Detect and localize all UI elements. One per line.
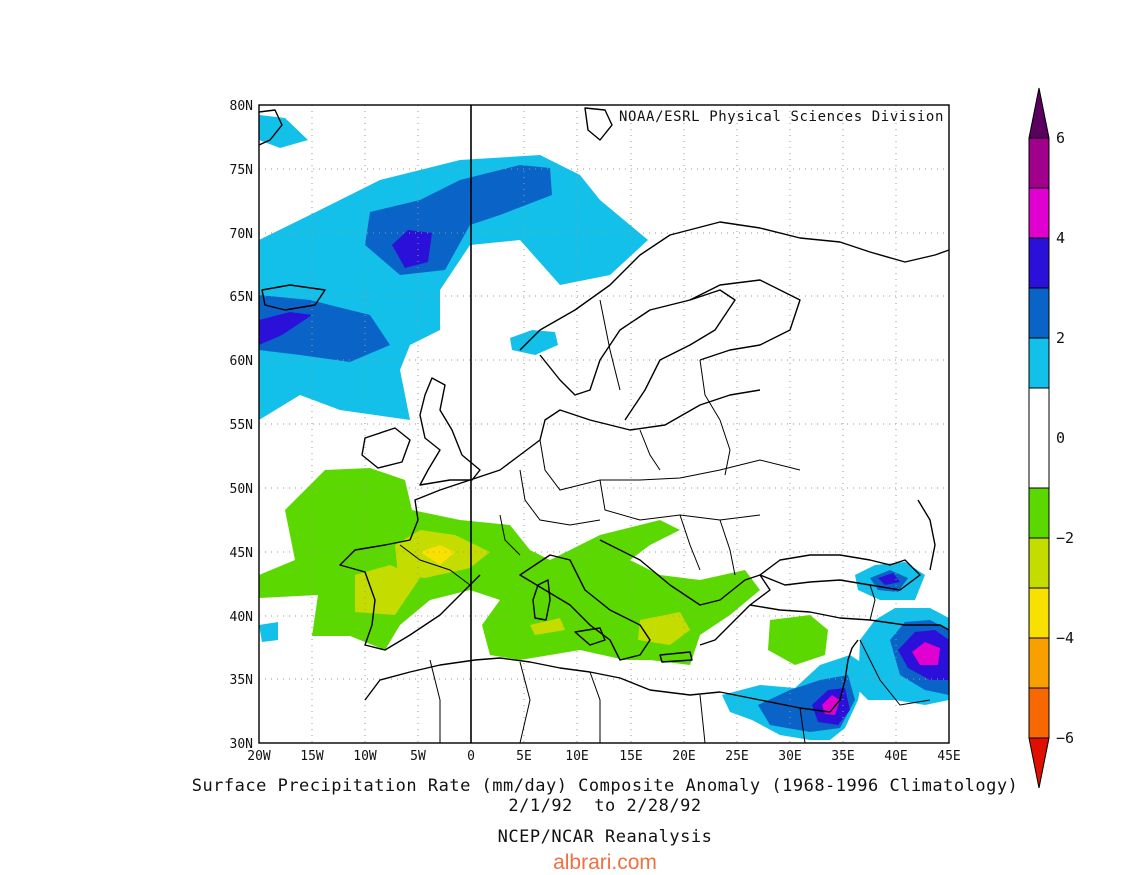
lon-tick-label: 15E — [619, 749, 642, 764]
colorbar-level — [1028, 537, 1050, 589]
colorbar-level — [1028, 137, 1050, 189]
negative-anomaly-anatolia — [768, 615, 828, 665]
coast-italy — [519, 554, 651, 661]
lon-tick-label: 10E — [565, 749, 588, 764]
date-range: 2/1/92 to 2/28/92 — [508, 796, 702, 816]
moderate-deficit-aegean — [638, 612, 690, 645]
lat-tick-label: 70N — [230, 227, 253, 242]
colorbar-levels — [1028, 137, 1050, 739]
lon-tick-label: 15W — [300, 749, 324, 764]
coast-caspian — [917, 499, 936, 571]
coast-scandinavia — [519, 221, 950, 351]
coast-north-africa — [364, 657, 831, 713]
colorbar: 6 4 2 0 −2 −4 −6 — [1028, 87, 1074, 789]
lon-tick-label: 40E — [884, 749, 907, 764]
colorbar-label: 4 — [1056, 229, 1065, 247]
lon-tick-label: 25E — [725, 749, 748, 764]
peak-anomaly-norwegian-sea — [392, 230, 432, 268]
colorbar-level — [1028, 237, 1050, 289]
lon-tick-label: 20E — [672, 749, 695, 764]
colorbar-bottom-cap — [1028, 737, 1050, 789]
coastlines — [258, 107, 950, 713]
lon-tick-label: 20W — [247, 749, 271, 764]
lon-tick-labels: 20W 15W 10W 5W 0 5E 10E 15E 20E 25E 30E … — [247, 749, 960, 764]
colorbar-label: −4 — [1056, 629, 1074, 647]
colorbar-level — [1028, 187, 1050, 239]
lon-tick-label: 45E — [937, 749, 960, 764]
colorbar-level — [1028, 687, 1050, 739]
positive-anomaly-small-atlantic — [259, 622, 278, 642]
coast-great-britain — [419, 377, 481, 486]
colorbar-label: −2 — [1056, 529, 1074, 547]
grid-lines — [259, 105, 949, 743]
lat-tick-label: 60N — [230, 354, 253, 369]
colorbar-label: 6 — [1056, 129, 1065, 147]
colorbar-level — [1028, 287, 1050, 339]
severe-deficit-france — [420, 545, 455, 565]
lat-tick-label: 50N — [230, 482, 253, 497]
coast-crete — [659, 651, 693, 663]
strong-anomaly-iceland — [259, 295, 390, 362]
figure-title: Surface Precipitation Rate (mm/day) Comp… — [191, 776, 1019, 796]
data-source: NCEP/NCAR Reanalysis — [497, 827, 713, 847]
lat-tick-label: 45N — [230, 546, 253, 561]
colorbar-label: −6 — [1056, 729, 1074, 747]
colorbar-label: 2 — [1056, 329, 1065, 347]
peak-anomaly-iceland — [259, 312, 312, 345]
colorbar-level — [1028, 337, 1050, 389]
colorbar-top-cap — [1028, 87, 1050, 139]
colorbar-level — [1028, 587, 1050, 639]
lon-tick-label: 35E — [831, 749, 854, 764]
moderate-deficit-iberia — [355, 565, 420, 615]
lon-tick-label: 5W — [410, 749, 426, 764]
positive-anomaly-greenland-cap — [259, 115, 308, 148]
colorbar-level — [1028, 487, 1050, 539]
lon-tick-label: 0 — [467, 749, 475, 764]
peak-anomaly-caucasus — [878, 573, 900, 585]
negative-anomaly-western-europe — [259, 468, 760, 665]
anomaly-shading — [259, 115, 949, 740]
borders — [399, 299, 931, 744]
map-panel: NOAA/ESRL Physical Sciences Division 20W… — [230, 99, 961, 764]
coast-iceland — [261, 284, 326, 311]
coast-balkans — [599, 539, 771, 646]
coast-france-iberia — [339, 479, 481, 651]
colorbar-level — [1028, 637, 1050, 689]
lon-tick-label: 10W — [353, 749, 377, 764]
lat-tick-label: 40N — [230, 610, 253, 625]
lon-tick-label: 5E — [516, 749, 532, 764]
coast-black-sea — [759, 554, 921, 591]
coast-levant — [829, 639, 859, 713]
lat-tick-label: 65N — [230, 290, 253, 305]
extreme-anomaly-levant — [822, 695, 840, 715]
map-frame — [258, 104, 950, 744]
coast-svalbard — [584, 107, 613, 141]
lat-tick-label: 80N — [230, 99, 253, 114]
extreme-anomaly-mesopotamia — [912, 642, 940, 665]
coast-sardinia-corsica — [532, 579, 551, 621]
lat-tick-label: 30N — [230, 737, 253, 752]
colorbar-level — [1028, 387, 1050, 489]
site-credit: albrari.com — [553, 851, 657, 874]
colorbar-label: 0 — [1056, 429, 1065, 447]
lat-tick-labels: 80N 75N 70N 65N 60N 55N 50N 45N 40N 35N … — [230, 99, 253, 752]
coast-ireland — [361, 427, 411, 469]
colorbar-labels: 6 4 2 0 −2 −4 −6 — [1056, 129, 1074, 747]
attribution-text: NOAA/ESRL Physical Sciences Division — [619, 109, 944, 125]
lon-tick-label: 30E — [778, 749, 801, 764]
lat-tick-label: 75N — [230, 163, 253, 178]
moderate-deficit-italy — [530, 618, 565, 635]
lat-tick-label: 55N — [230, 418, 253, 433]
coast-greenland-edge — [258, 109, 283, 146]
lat-tick-label: 35N — [230, 673, 253, 688]
coast-sicily — [574, 627, 606, 646]
coast-finland — [689, 279, 801, 361]
coast-north-sea-continent — [469, 389, 761, 481]
coast-anatolia — [749, 604, 950, 631]
